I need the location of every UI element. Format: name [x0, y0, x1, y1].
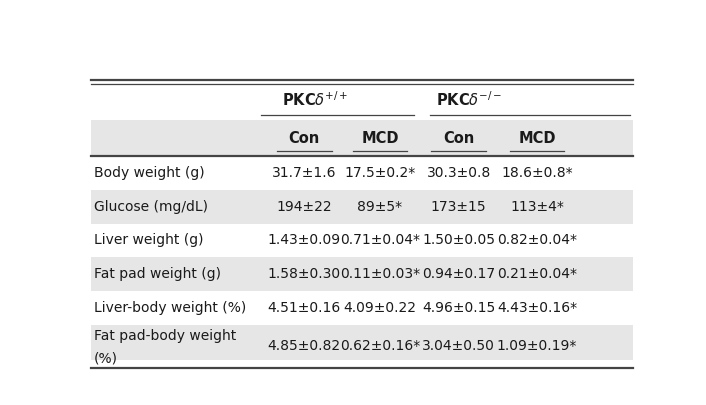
Text: 1.09±0.19*: 1.09±0.19* — [497, 339, 577, 354]
Text: Liver weight (g): Liver weight (g) — [94, 233, 203, 247]
Text: 30.3±0.8: 30.3±0.8 — [426, 166, 491, 180]
Text: 0.21±0.04*: 0.21±0.04* — [497, 267, 577, 281]
Text: 4.51±0.16: 4.51±0.16 — [268, 301, 341, 315]
Bar — [91, 324, 633, 368]
Text: 89±5*: 89±5* — [357, 200, 402, 214]
Bar — [91, 291, 633, 324]
Text: 0.62±0.16*: 0.62±0.16* — [340, 339, 420, 354]
Text: 194±22: 194±22 — [277, 200, 333, 214]
Bar — [91, 224, 633, 257]
Text: Con: Con — [443, 131, 474, 146]
Text: Body weight (g): Body weight (g) — [94, 166, 204, 180]
Text: 1.50±0.05: 1.50±0.05 — [422, 233, 495, 247]
Text: Fat pad weight (g): Fat pad weight (g) — [94, 267, 221, 281]
Text: 0.71±0.04*: 0.71±0.04* — [340, 233, 420, 247]
Text: 1.43±0.09: 1.43±0.09 — [268, 233, 341, 247]
Text: 1.58±0.30: 1.58±0.30 — [268, 267, 341, 281]
Text: 0.94±0.17: 0.94±0.17 — [422, 267, 495, 281]
Bar — [91, 53, 633, 80]
Text: Fat pad-body weight: Fat pad-body weight — [94, 328, 236, 343]
Bar — [91, 80, 633, 120]
Bar — [91, 156, 633, 190]
Text: PKC$\delta^{-/-}$: PKC$\delta^{-/-}$ — [436, 91, 502, 109]
Text: MCD: MCD — [518, 131, 556, 146]
Text: 3.04±0.50: 3.04±0.50 — [422, 339, 495, 354]
Text: 173±15: 173±15 — [431, 200, 486, 214]
Bar — [91, 190, 633, 224]
Text: 0.82±0.04*: 0.82±0.04* — [497, 233, 577, 247]
Text: Glucose (mg/dL): Glucose (mg/dL) — [94, 200, 208, 214]
Text: 17.5±0.2*: 17.5±0.2* — [345, 166, 416, 180]
Text: PKC$\delta^{+/+}$: PKC$\delta^{+/+}$ — [282, 91, 349, 109]
Bar — [91, 120, 633, 156]
Text: 31.7±1.6: 31.7±1.6 — [272, 166, 337, 180]
Text: 4.85±0.82: 4.85±0.82 — [268, 339, 341, 354]
Text: 0.11±0.03*: 0.11±0.03* — [340, 267, 420, 281]
Text: MCD: MCD — [361, 131, 399, 146]
Text: 113±4*: 113±4* — [510, 200, 564, 214]
Text: (%): (%) — [94, 352, 118, 366]
Text: 4.96±0.15: 4.96±0.15 — [422, 301, 496, 315]
Bar — [91, 257, 633, 291]
Text: 4.43±0.16*: 4.43±0.16* — [497, 301, 577, 315]
Text: Con: Con — [289, 131, 320, 146]
Text: 4.09±0.22: 4.09±0.22 — [343, 301, 417, 315]
Text: 18.6±0.8*: 18.6±0.8* — [501, 166, 573, 180]
Text: Liver-body weight (%): Liver-body weight (%) — [94, 301, 246, 315]
